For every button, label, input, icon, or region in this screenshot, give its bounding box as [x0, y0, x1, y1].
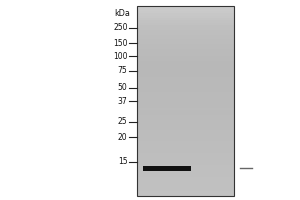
Bar — [136, 108, 234, 110]
Bar — [136, 16, 234, 18]
Bar — [136, 182, 234, 184]
Bar — [136, 144, 234, 146]
Bar — [136, 13, 234, 16]
Bar — [136, 25, 234, 27]
Text: 250: 250 — [113, 23, 127, 32]
Text: 15: 15 — [118, 157, 128, 166]
Bar — [136, 172, 234, 175]
Text: 100: 100 — [113, 52, 127, 61]
Bar — [136, 125, 234, 127]
Bar — [136, 96, 234, 99]
Bar — [136, 177, 234, 179]
Bar — [136, 130, 234, 132]
Bar — [136, 151, 234, 153]
Bar — [136, 92, 234, 94]
Bar — [136, 49, 234, 51]
Bar — [136, 51, 234, 53]
Bar — [136, 87, 234, 89]
Bar — [136, 58, 234, 61]
Text: 50: 50 — [118, 83, 128, 92]
Text: 150: 150 — [113, 39, 127, 48]
Bar — [136, 132, 234, 134]
Bar — [136, 27, 234, 30]
Bar — [136, 80, 234, 82]
Bar — [136, 39, 234, 42]
Text: 75: 75 — [118, 66, 128, 75]
Bar — [136, 110, 234, 113]
Bar — [136, 30, 234, 32]
Bar — [136, 170, 234, 172]
Bar — [136, 134, 234, 137]
Bar — [136, 168, 234, 170]
Bar — [136, 11, 234, 13]
Bar — [136, 6, 234, 196]
Bar — [136, 189, 234, 191]
Bar — [136, 77, 234, 80]
Bar — [136, 63, 234, 65]
Bar — [136, 175, 234, 177]
Bar — [136, 6, 234, 8]
Bar — [136, 158, 234, 160]
Bar — [136, 127, 234, 130]
Bar — [136, 89, 234, 92]
Text: 37: 37 — [118, 97, 128, 106]
Bar — [136, 160, 234, 163]
Text: 25: 25 — [118, 117, 128, 126]
Bar — [136, 23, 234, 25]
Bar — [136, 122, 234, 125]
Bar — [136, 42, 234, 44]
Text: kDa: kDa — [115, 9, 130, 18]
Text: 20: 20 — [118, 133, 128, 142]
Bar — [136, 120, 234, 122]
Bar — [136, 18, 234, 20]
Bar — [136, 8, 234, 11]
Bar — [136, 194, 234, 196]
Bar — [136, 20, 234, 23]
Bar — [136, 148, 234, 151]
Bar — [136, 103, 234, 106]
Bar — [136, 61, 234, 63]
Bar — [136, 163, 234, 165]
Bar — [136, 179, 234, 182]
Bar — [136, 165, 234, 168]
Bar — [136, 44, 234, 46]
Bar — [136, 191, 234, 194]
Bar — [136, 56, 234, 58]
Bar — [136, 146, 234, 148]
Bar — [136, 46, 234, 49]
Bar — [136, 101, 234, 103]
Bar — [136, 99, 234, 101]
Bar — [142, 166, 190, 171]
Bar — [136, 72, 234, 75]
Bar — [136, 184, 234, 186]
Bar — [136, 141, 234, 144]
Bar — [136, 68, 234, 70]
Bar — [136, 34, 234, 37]
Bar — [136, 37, 234, 39]
Bar — [136, 82, 234, 84]
Bar — [136, 75, 234, 77]
Bar — [136, 94, 234, 96]
Bar — [136, 186, 234, 189]
Bar — [136, 53, 234, 56]
Bar — [136, 156, 234, 158]
Bar — [136, 70, 234, 73]
Bar — [136, 65, 234, 68]
Bar — [136, 115, 234, 118]
Bar — [136, 137, 234, 139]
Bar — [136, 153, 234, 156]
Bar — [136, 139, 234, 141]
Bar — [136, 118, 234, 120]
Bar — [136, 106, 234, 108]
Bar — [136, 32, 234, 34]
Bar — [136, 113, 234, 115]
Bar — [136, 84, 234, 87]
